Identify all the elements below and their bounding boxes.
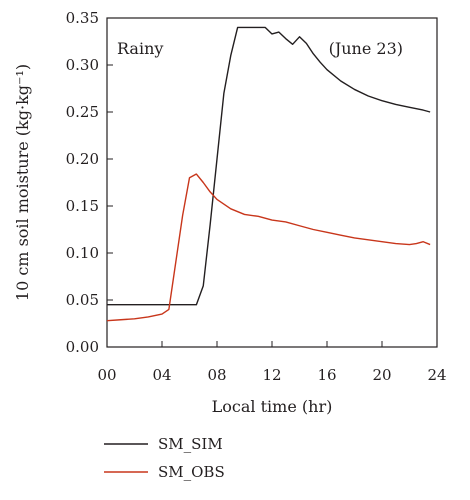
y-axis-title: 10 cm soil moisture (kg·kg⁻¹) xyxy=(13,64,32,301)
series-line-sm-obs xyxy=(106,173,431,322)
plot-area xyxy=(106,17,438,348)
y-tick-label: 0.30 xyxy=(66,56,99,74)
y-tick-label: 0.20 xyxy=(66,150,99,168)
x-tick-label: 16 xyxy=(317,366,336,384)
plot-frame xyxy=(106,17,438,348)
y-tick-label: 0.05 xyxy=(66,291,99,309)
x-tick-label: 00 xyxy=(97,366,116,384)
y-axis-ticks: 0.00 0.05 0.10 0.15 0.20 0.25 0.30 0.35 xyxy=(66,9,113,356)
y-tick-label: 0.35 xyxy=(66,9,99,27)
y-tick-label: 0.15 xyxy=(66,197,99,215)
x-tick-label: 04 xyxy=(152,366,171,384)
annotation-rainy: Rainy xyxy=(117,39,163,58)
y-tick-label: 0.10 xyxy=(66,244,99,262)
y-tick-label: 0.00 xyxy=(66,338,99,356)
x-tick-label: 08 xyxy=(207,366,226,384)
x-tick-label: 24 xyxy=(427,366,446,384)
annotation-date: (June 23) xyxy=(329,39,403,58)
x-axis-ticks: 00 04 08 12 16 20 24 xyxy=(97,341,447,384)
x-tick-label: 20 xyxy=(372,366,391,384)
series-line-sm-sim xyxy=(107,26,431,306)
legend-label: SM_SIM xyxy=(158,435,223,453)
y-tick-label: 0.25 xyxy=(66,103,99,121)
x-axis-title: Local time (hr) xyxy=(212,397,333,416)
x-tick-label: 12 xyxy=(262,366,281,384)
legend-label: SM_OBS xyxy=(158,463,225,481)
series-layer xyxy=(106,26,431,322)
legend: SM_SIM SM_OBS xyxy=(104,435,225,481)
